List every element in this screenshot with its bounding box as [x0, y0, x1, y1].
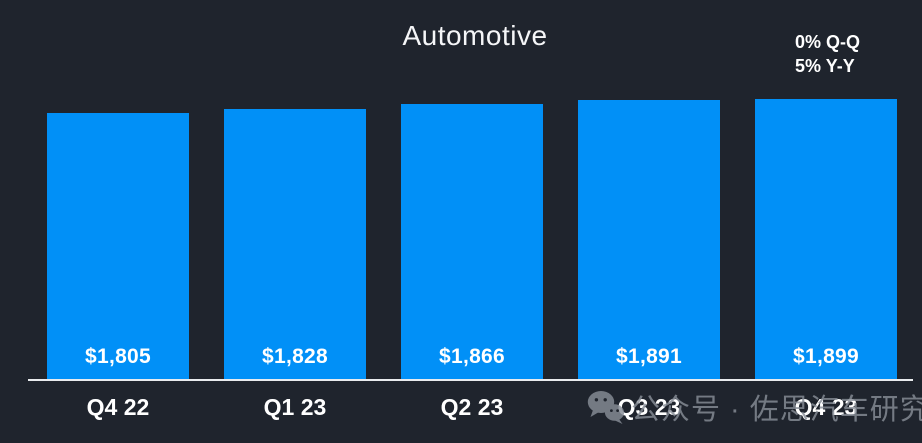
- growth-annotation: 0% Q-Q 5% Y-Y: [795, 30, 860, 78]
- wechat-icon: [587, 391, 625, 424]
- category-label: Q2 23: [440, 394, 504, 420]
- bar-value-label: $1,891: [615, 345, 683, 368]
- category-label: Q3 23: [617, 394, 681, 420]
- watermark-text: 公众号 · 佐思汽车研究: [631, 394, 922, 426]
- chart-title: Automotive: [402, 20, 548, 51]
- bar: $1,805: [47, 113, 189, 379]
- bar: $1,899: [755, 99, 897, 379]
- yoy-growth-label: 5% Y-Y: [795, 56, 855, 76]
- category-label: Q1 23: [263, 394, 327, 420]
- category-label: Q4 22: [86, 394, 150, 420]
- qoq-growth-label: 0% Q-Q: [795, 32, 861, 52]
- bar: $1,891: [578, 100, 720, 379]
- bar-value-label: $1,805: [84, 345, 152, 368]
- watermark: 公众号 · 佐思汽车研究: [586, 386, 922, 428]
- bar-value-label: $1,899: [792, 345, 860, 368]
- x-axis-line: [28, 379, 913, 381]
- bar: $1,866: [401, 104, 543, 379]
- category-label: Q4 23: [794, 394, 858, 420]
- bar: $1,828: [224, 109, 366, 379]
- bar-value-label: $1,828: [261, 345, 329, 368]
- bar-value-label: $1,866: [438, 345, 506, 368]
